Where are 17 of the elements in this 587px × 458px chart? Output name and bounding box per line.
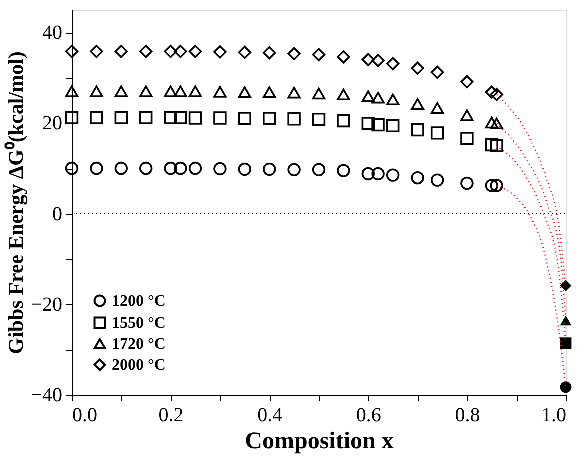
x-tick-label: 0.2	[158, 404, 184, 426]
x-tick-label: 0.4	[258, 404, 283, 426]
x-tick-label: 0.6	[356, 404, 382, 426]
y-tick-label: 40	[42, 22, 62, 44]
x-tick-label: 0.0	[72, 404, 98, 426]
y-tick-label: −20	[31, 294, 62, 316]
legend-label: 1720 °C	[112, 336, 166, 353]
x-tick-label: 0.8	[455, 404, 480, 426]
y-tick-label: 20	[42, 112, 62, 135]
legend-label: 1200 °C	[112, 293, 166, 310]
y-axis-title: Gibbs Free Energy ΔG⁰(kcal/mol)	[4, 52, 28, 354]
y-tick-label: −40	[31, 384, 62, 406]
legend-label: 1550 °C	[112, 315, 166, 332]
x-tick-label: 1.0	[542, 404, 566, 426]
y-tick-label: 0	[52, 203, 62, 226]
legend-label: 2000 °C	[112, 357, 166, 374]
x-axis-title: Composition x	[245, 428, 394, 454]
